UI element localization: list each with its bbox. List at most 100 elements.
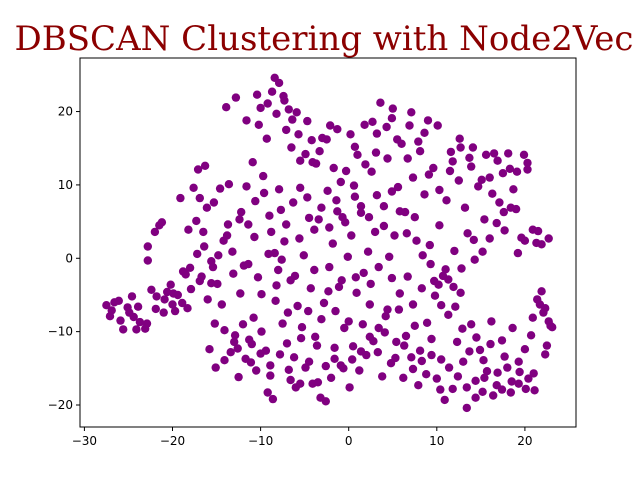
data-point — [293, 301, 302, 311]
data-point — [272, 109, 281, 119]
data-point — [356, 347, 366, 356]
data-point — [366, 279, 375, 289]
data-point — [378, 372, 387, 381]
data-point — [242, 182, 251, 191]
data-point — [365, 300, 374, 309]
data-point — [262, 134, 271, 143]
data-point — [448, 157, 457, 166]
data-point — [234, 372, 243, 382]
data-point — [265, 211, 274, 220]
data-point — [314, 215, 323, 224]
data-point — [383, 154, 392, 163]
data-point — [480, 215, 489, 224]
data-point — [119, 325, 128, 334]
data-point — [451, 302, 460, 311]
data-point — [444, 275, 453, 284]
data-point — [147, 285, 156, 294]
data-point — [469, 235, 478, 245]
data-point — [311, 332, 320, 341]
data-point — [460, 203, 470, 212]
data-point — [371, 148, 381, 157]
y-axis: −20 −10 0 10 20 — [48, 105, 80, 412]
data-point — [200, 161, 210, 170]
data-point — [529, 369, 538, 378]
data-point — [307, 136, 316, 145]
data-point — [125, 308, 134, 317]
data-point — [181, 270, 190, 279]
data-point — [420, 190, 429, 199]
data-point — [292, 108, 301, 117]
data-point — [352, 288, 361, 297]
data-point — [257, 327, 266, 336]
data-point — [341, 218, 350, 227]
x-tick-label: 10 — [429, 434, 444, 448]
data-point — [367, 167, 376, 176]
data-point — [387, 187, 397, 196]
data-point — [170, 306, 180, 316]
data-point — [350, 192, 360, 201]
data-point — [186, 284, 196, 294]
data-point — [331, 306, 340, 316]
data-point — [488, 189, 497, 198]
data-point — [541, 350, 550, 359]
data-point — [324, 287, 333, 296]
data-point — [486, 339, 495, 349]
data-point — [449, 282, 458, 292]
data-point — [410, 321, 419, 330]
data-point — [387, 273, 397, 283]
data-point — [475, 345, 485, 355]
data-point — [340, 323, 349, 333]
x-axis: −30 −20 −10 0 10 20 — [72, 427, 533, 448]
data-point — [169, 289, 178, 298]
data-point — [202, 203, 212, 212]
data-point — [339, 364, 348, 373]
data-point — [523, 158, 532, 168]
data-point — [219, 236, 228, 245]
data-point — [330, 354, 339, 363]
data-point — [356, 202, 366, 211]
data-point — [277, 255, 286, 264]
data-points — [102, 73, 557, 413]
data-point — [195, 193, 204, 203]
data-point — [246, 358, 256, 367]
data-point — [159, 308, 168, 317]
data-point — [143, 256, 152, 265]
data-point — [160, 295, 169, 304]
data-point — [337, 276, 346, 285]
data-point — [478, 247, 487, 256]
chart-title: DBSCAN Clustering with Node2Vec — [15, 19, 634, 59]
data-point — [420, 128, 429, 137]
data-point — [256, 349, 265, 358]
data-point — [452, 337, 462, 347]
data-point — [256, 103, 265, 113]
data-point — [508, 323, 517, 333]
data-point — [370, 227, 380, 237]
data-point — [207, 257, 216, 266]
data-point — [373, 348, 382, 357]
data-point — [185, 263, 195, 272]
data-point — [401, 331, 411, 341]
data-point — [436, 385, 445, 394]
data-point — [520, 236, 530, 245]
data-point — [467, 162, 476, 171]
data-point — [271, 296, 280, 305]
data-point — [329, 163, 338, 173]
data-point — [470, 255, 479, 264]
y-tick-label: 20 — [58, 105, 73, 119]
data-point — [462, 403, 471, 413]
data-point — [399, 373, 408, 382]
plot-frame — [79, 57, 577, 428]
data-point — [306, 284, 315, 293]
data-point — [286, 375, 295, 385]
data-point — [143, 242, 152, 251]
data-point — [417, 284, 426, 293]
data-point — [193, 249, 202, 259]
data-point — [427, 334, 436, 344]
data-point — [359, 268, 368, 278]
data-point — [267, 227, 276, 237]
data-point — [474, 182, 483, 191]
data-point — [446, 147, 456, 157]
data-point — [424, 170, 434, 179]
data-point — [289, 353, 299, 362]
data-point — [387, 114, 397, 123]
